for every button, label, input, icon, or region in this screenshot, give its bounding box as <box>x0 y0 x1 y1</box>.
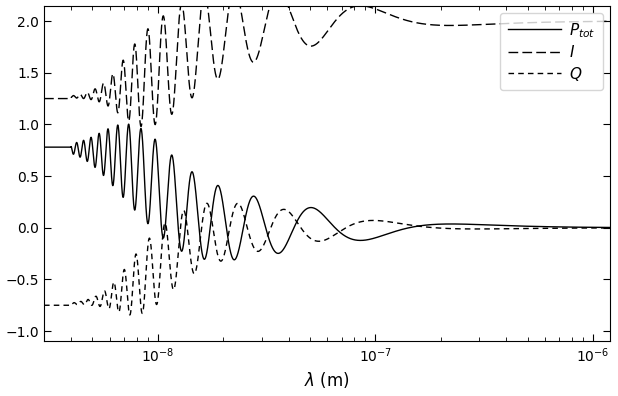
$P_{tot}$ <box>69 150 76 155</box>
$P_{tot}$ <box>125 122 132 126</box>
$Q$ <box>491 227 498 231</box>
Line: $I$: $I$ <box>44 0 611 127</box>
Legend: $P_{tot}$, $I$, $Q$: $P_{tot}$, $I$, $Q$ <box>500 13 603 90</box>
$P_{tot}$ <box>607 225 614 230</box>
Line: $Q$: $Q$ <box>44 203 611 315</box>
$Q$ <box>245 232 253 237</box>
$I$ <box>491 22 498 27</box>
$I$ <box>400 17 408 22</box>
$I$ <box>137 124 145 129</box>
$I$ <box>607 19 614 24</box>
$P_{tot}$ <box>460 222 468 227</box>
$I$ <box>40 96 48 101</box>
$P_{tot}$ <box>231 257 238 262</box>
$Q$ <box>69 301 76 306</box>
$I$ <box>245 53 253 57</box>
$I$ <box>376 8 383 13</box>
$Q$ <box>376 218 383 223</box>
$P_{tot}$ <box>400 227 408 231</box>
$I$ <box>460 23 468 28</box>
X-axis label: $\lambda$ (m): $\lambda$ (m) <box>304 370 350 390</box>
$Q$ <box>460 227 468 231</box>
$Q$ <box>234 201 242 206</box>
$P_{tot}$ <box>40 145 48 150</box>
$Q$ <box>40 303 48 308</box>
$Q$ <box>400 222 408 227</box>
$I$ <box>69 94 76 99</box>
$P_{tot}$ <box>245 200 253 205</box>
$P_{tot}$ <box>491 223 498 228</box>
$Q$ <box>607 226 614 230</box>
Line: $P_{tot}$: $P_{tot}$ <box>44 124 611 260</box>
$Q$ <box>126 312 133 317</box>
$P_{tot}$ <box>376 234 383 239</box>
